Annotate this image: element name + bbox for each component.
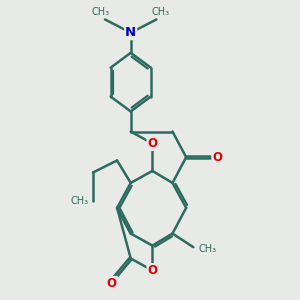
Text: CH₃: CH₃ xyxy=(92,8,110,17)
Text: CH₃: CH₃ xyxy=(71,196,89,206)
Text: N: N xyxy=(125,26,136,39)
Text: O: O xyxy=(107,277,117,290)
Text: O: O xyxy=(212,151,223,164)
Text: CH₃: CH₃ xyxy=(152,8,169,17)
Text: CH₃: CH₃ xyxy=(198,244,216,254)
Text: O: O xyxy=(147,137,158,150)
Text: O: O xyxy=(147,264,158,277)
